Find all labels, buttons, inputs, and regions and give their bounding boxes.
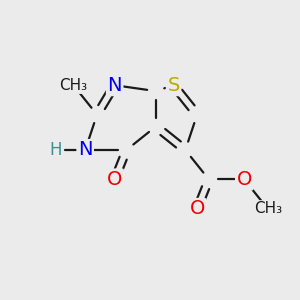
Text: N: N — [78, 140, 92, 160]
Text: CH₃: CH₃ — [59, 78, 88, 93]
Text: H: H — [50, 141, 62, 159]
Text: O: O — [236, 170, 252, 189]
Text: N: N — [107, 76, 122, 95]
Text: O: O — [107, 170, 122, 189]
Text: S: S — [167, 76, 180, 95]
Text: CH₃: CH₃ — [254, 201, 282, 216]
Text: O: O — [189, 200, 205, 218]
